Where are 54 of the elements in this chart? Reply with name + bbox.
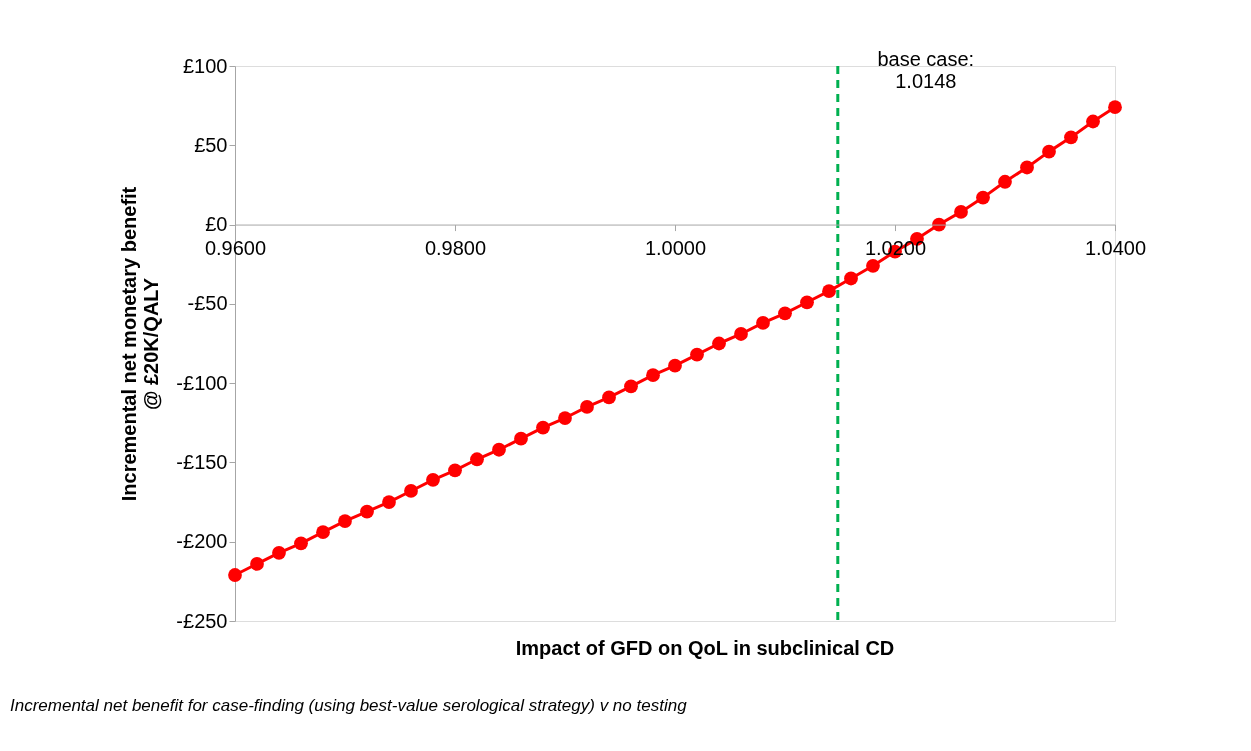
- x-tick-label: 0.9600: [204, 237, 267, 260]
- point: [316, 525, 330, 540]
- point: [954, 205, 968, 219]
- y-tick-label: -£100: [176, 371, 228, 394]
- point: [756, 316, 770, 330]
- x-tick-label: 1.0000: [644, 237, 707, 260]
- point: [250, 557, 264, 571]
- point: [558, 411, 572, 425]
- point: [1042, 144, 1056, 159]
- point: [800, 295, 814, 310]
- point: [624, 379, 638, 394]
- point: [294, 536, 308, 551]
- point: [690, 347, 704, 362]
- point: [470, 452, 484, 467]
- point: [844, 271, 858, 286]
- point: [668, 358, 682, 373]
- point: [712, 336, 726, 351]
- point: [404, 484, 418, 498]
- point: [580, 400, 594, 414]
- ref-line-label: base case: 1.0148: [877, 48, 975, 92]
- point: [734, 327, 748, 341]
- y-tick-label: £100: [183, 54, 228, 77]
- point: [360, 504, 374, 519]
- point: [426, 472, 440, 487]
- point: [514, 431, 528, 446]
- point: [602, 390, 616, 405]
- y-tick-label: £50: [194, 133, 228, 156]
- point: [822, 284, 836, 299]
- point: [778, 306, 792, 321]
- text: Incremental net benefit for case-finding (using best-value serological strategy) v no testing: [10, 696, 688, 715]
- y-tick-label: £0: [205, 213, 228, 236]
- y-tick-label: -£150: [176, 450, 228, 473]
- point: [338, 514, 352, 528]
- point: [272, 545, 286, 560]
- y-tick-label: -£250: [176, 609, 228, 632]
- point: [492, 442, 506, 457]
- y-tick-label: -£50: [187, 292, 228, 315]
- point: [976, 190, 990, 205]
- point: [866, 258, 880, 273]
- x-tick-label: 0.9800: [424, 237, 487, 260]
- y-axis-title: Incremental net monetary benefit @ £20K/QALY: [118, 186, 163, 502]
- point: [1086, 114, 1100, 129]
- y-tick-label: -£200: [176, 530, 228, 553]
- point: [646, 368, 660, 383]
- point: [448, 463, 462, 478]
- point: [228, 568, 242, 582]
- x-axis-title: Impact of GFD on QoL in subclinical CD: [515, 637, 895, 659]
- point: [1108, 100, 1122, 115]
- point: [536, 420, 550, 435]
- point: [382, 495, 396, 509]
- x-tick-label: 1.0400: [1084, 237, 1147, 260]
- point: [1064, 130, 1078, 145]
- point: [998, 174, 1012, 189]
- point: [1020, 160, 1034, 175]
